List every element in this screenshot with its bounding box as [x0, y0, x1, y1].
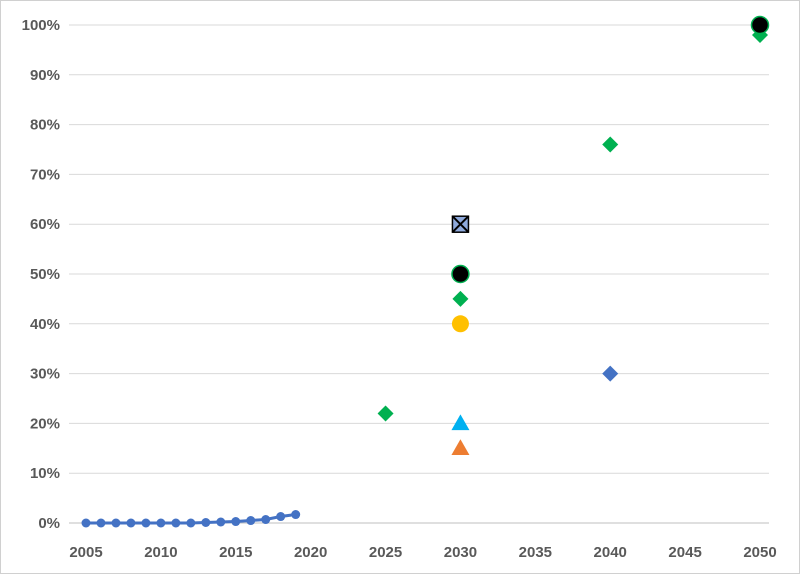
y-tick-label: 100% [22, 17, 60, 34]
data-point [452, 290, 469, 307]
data-point [602, 365, 619, 382]
y-tick-label: 30% [30, 366, 60, 383]
data-point [602, 136, 619, 153]
x-tick-label: 2005 [69, 544, 102, 561]
data-point [201, 518, 211, 528]
x-tick-label: 2050 [743, 544, 776, 561]
y-tick-label: 10% [30, 465, 60, 482]
data-point [111, 518, 121, 528]
x-tick-label: 2030 [444, 544, 477, 561]
series-4-circle [451, 315, 469, 333]
data-point [231, 517, 241, 527]
x-tick-label: 2025 [369, 544, 402, 561]
data-point [81, 518, 91, 528]
data-point [141, 518, 151, 528]
data-series [81, 15, 770, 528]
y-tick-label: 20% [30, 415, 60, 432]
x-tick-label: 2045 [668, 544, 701, 561]
x-tick-label: 2020 [294, 544, 327, 561]
y-tick-label: 50% [30, 266, 60, 283]
data-point [451, 439, 470, 456]
data-point [451, 264, 470, 284]
data-point [451, 414, 470, 431]
data-point [291, 510, 301, 520]
y-tick-label: 80% [30, 117, 60, 134]
data-point [216, 517, 226, 527]
data-point [451, 315, 469, 333]
y-tick-label: 60% [30, 216, 60, 233]
y-tick-label: 90% [30, 67, 60, 84]
data-point [171, 518, 181, 528]
y-tick-label: 40% [30, 316, 60, 333]
y-axis-tick-labels: 0% 10% 20% 30% 40% 50% 60% 70% 80% 90% 100% [22, 17, 60, 532]
y-tick-label: 0% [38, 515, 60, 532]
data-point [261, 515, 271, 525]
y-tick-label: 70% [30, 166, 60, 183]
data-point [186, 518, 196, 528]
data-point [451, 215, 470, 233]
series-3-circle [451, 15, 770, 284]
x-tick-label: 2035 [519, 544, 552, 561]
data-point [96, 518, 106, 528]
series-0-circle-line [81, 510, 301, 528]
data-point [126, 518, 136, 528]
data-point [276, 512, 286, 522]
series-5-square-x [451, 215, 470, 233]
gridlines [69, 24, 769, 524]
x-tick-label: 2040 [594, 544, 627, 561]
x-tick-label: 2010 [144, 544, 177, 561]
series-7-triangle [451, 439, 470, 456]
data-point [156, 518, 166, 528]
series-2-diamond [602, 365, 619, 382]
series-6-triangle [451, 414, 470, 431]
data-point [750, 15, 770, 35]
data-point [246, 516, 256, 526]
data-point-cross [451, 215, 470, 233]
x-axis-tick-labels: 2005 2010 2015 2020 2025 2030 2035 2040 2045 2050 [69, 544, 776, 561]
data-point [377, 405, 394, 422]
x-tick-label: 2015 [219, 544, 252, 561]
